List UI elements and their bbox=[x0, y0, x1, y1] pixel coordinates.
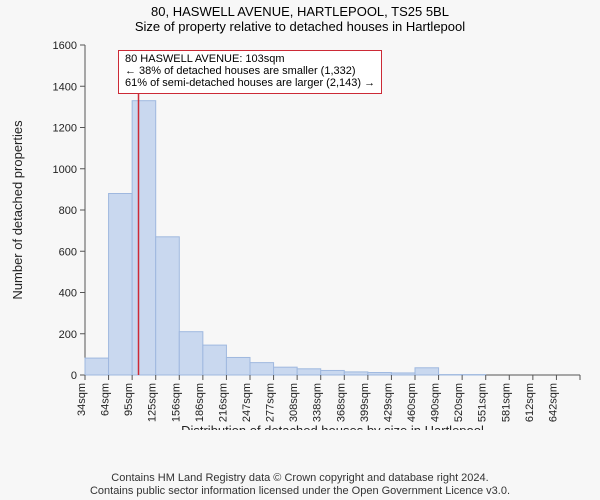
svg-text:95sqm: 95sqm bbox=[123, 383, 135, 416]
svg-text:308sqm: 308sqm bbox=[288, 383, 300, 422]
svg-text:216sqm: 216sqm bbox=[217, 383, 229, 422]
annotation-line-2: ← 38% of detached houses are smaller (1,… bbox=[125, 65, 375, 77]
svg-text:460sqm: 460sqm bbox=[406, 383, 418, 422]
svg-text:277sqm: 277sqm bbox=[265, 383, 277, 422]
annotation-line-3: 61% of semi-detached houses are larger (… bbox=[125, 77, 375, 89]
marker-annotation: 80 HASWELL AVENUE: 103sqm ← 38% of detac… bbox=[118, 50, 382, 94]
svg-text:Number of detached properties: Number of detached properties bbox=[10, 120, 25, 300]
svg-text:156sqm: 156sqm bbox=[170, 383, 182, 422]
svg-text:200: 200 bbox=[59, 329, 77, 341]
svg-text:551sqm: 551sqm bbox=[477, 383, 489, 422]
svg-text:1000: 1000 bbox=[53, 164, 77, 176]
svg-text:34sqm: 34sqm bbox=[76, 383, 88, 416]
svg-text:399sqm: 399sqm bbox=[359, 383, 371, 422]
svg-text:642sqm: 642sqm bbox=[547, 383, 559, 422]
svg-text:520sqm: 520sqm bbox=[453, 383, 465, 422]
annotation-line-1: 80 HASWELL AVENUE: 103sqm bbox=[125, 53, 375, 65]
svg-text:800: 800 bbox=[59, 205, 77, 217]
svg-text:0: 0 bbox=[71, 370, 77, 382]
svg-text:1200: 1200 bbox=[53, 123, 77, 135]
svg-text:581sqm: 581sqm bbox=[500, 383, 512, 422]
svg-text:1600: 1600 bbox=[53, 40, 77, 52]
chart-container: { "title_line1": "80, HASWELL AVENUE, HA… bbox=[0, 0, 600, 500]
footer-line-1: Contains HM Land Registry data © Crown c… bbox=[0, 472, 600, 486]
svg-text:490sqm: 490sqm bbox=[430, 383, 442, 422]
svg-text:600: 600 bbox=[59, 246, 77, 258]
svg-text:612sqm: 612sqm bbox=[524, 383, 536, 422]
svg-text:64sqm: 64sqm bbox=[100, 383, 112, 416]
footer-attrib: Contains HM Land Registry data © Crown c… bbox=[0, 472, 600, 500]
svg-text:338sqm: 338sqm bbox=[312, 383, 324, 422]
svg-text:Distribution of detached house: Distribution of detached houses by size … bbox=[181, 423, 484, 430]
svg-text:247sqm: 247sqm bbox=[241, 383, 253, 422]
svg-text:125sqm: 125sqm bbox=[147, 383, 159, 422]
svg-text:429sqm: 429sqm bbox=[382, 383, 394, 422]
svg-text:1400: 1400 bbox=[53, 81, 77, 93]
svg-text:400: 400 bbox=[59, 288, 77, 300]
svg-text:186sqm: 186sqm bbox=[194, 383, 206, 422]
svg-text:368sqm: 368sqm bbox=[335, 383, 347, 422]
footer-line-2: Contains public sector information licen… bbox=[0, 485, 600, 499]
